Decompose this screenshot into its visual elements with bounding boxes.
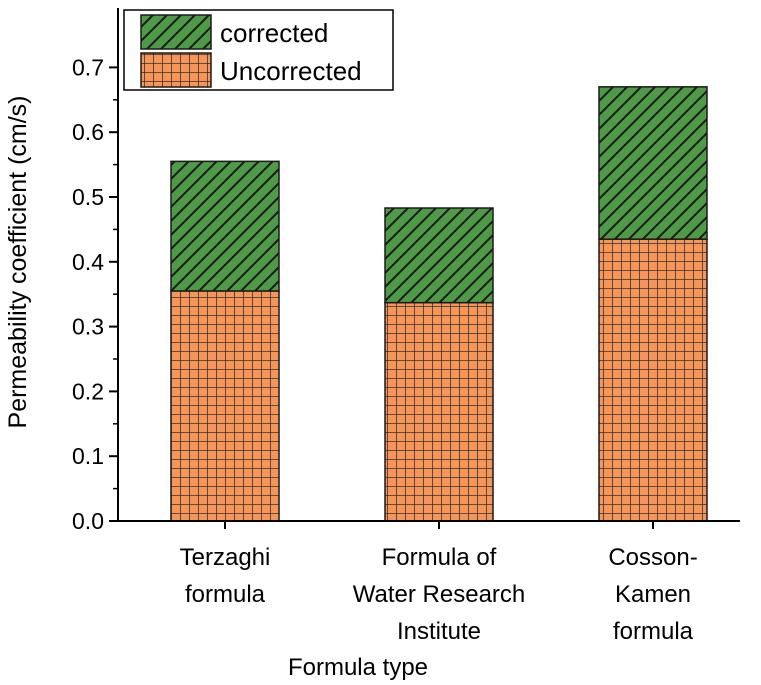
legend-label-corrected: corrected (220, 18, 328, 48)
legend: corrected Uncorrected (123, 9, 394, 91)
y-tick-label: 0.4 (72, 249, 104, 275)
y-axis-ticks: 0.0 0.1 0.2 0.3 0.4 0.5 0.6 0.7 (72, 54, 118, 534)
x-category-label: Formula of Water Research Institute (353, 544, 526, 645)
y-tick-label: 0.5 (72, 184, 104, 210)
legend-swatch-corrected (140, 14, 212, 50)
bars (170, 86, 708, 522)
bar-corrected-3 (598, 86, 708, 240)
y-tick-label: 0.7 (72, 54, 104, 80)
legend-label-uncorrected: Uncorrected (220, 56, 362, 86)
x-category-label: Cosson-Kamen formula (608, 544, 697, 645)
bar-uncorrected-3 (598, 238, 708, 522)
bar-uncorrected-1 (170, 290, 280, 522)
x-category-label: Terzaghi formula (180, 544, 271, 608)
y-tick-label: 0.0 (72, 508, 104, 534)
y-tick-label: 0.1 (72, 443, 104, 469)
legend-swatch-uncorrected (140, 52, 212, 88)
bar-uncorrected-2 (384, 301, 494, 522)
bar-corrected-2 (384, 207, 494, 304)
x-axis-title: Formula type (288, 654, 428, 681)
bar-corrected-1 (170, 160, 280, 292)
y-axis-title: Permeability coefficient (cm/s) (4, 96, 32, 429)
y-tick-label: 0.3 (72, 314, 104, 340)
y-tick-label: 0.2 (72, 378, 104, 404)
x-axis-category-labels: Terzaghi formula Formula of Water Research I… (180, 521, 698, 645)
y-tick-label: 0.6 (72, 119, 104, 145)
